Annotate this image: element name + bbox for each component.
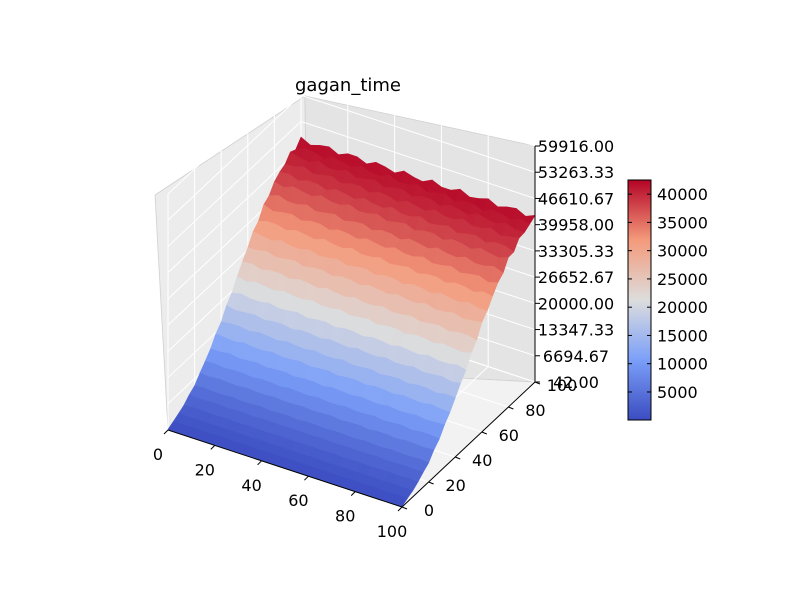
x-tick-label: 0 xyxy=(153,445,163,464)
surface-facet xyxy=(392,495,408,507)
x-tick-label: 20 xyxy=(195,460,215,479)
x-axis-ticks: 0 20 40 60 80 100 xyxy=(153,429,408,541)
y-tick-label: 80 xyxy=(525,401,545,420)
colorbar-tick-label: 10000 xyxy=(657,355,708,374)
z-gridline xyxy=(167,68,536,195)
y-tick-mark xyxy=(455,456,461,460)
z-axis-ticks: 42.00 6694.67 13347.33 20000.00 26652.67 3330… xyxy=(535,137,614,392)
x-tick-mark xyxy=(397,506,403,512)
z-tick-label: 53263.33 xyxy=(538,163,614,182)
colorbar xyxy=(627,179,652,421)
surface-plot xyxy=(167,136,536,507)
y-tick-label: 20 xyxy=(445,476,465,495)
y-tick-label: 60 xyxy=(499,426,519,445)
z-tick-label: 59916.00 xyxy=(538,137,614,156)
z-tick-label: 13347.33 xyxy=(538,321,614,340)
z-gridline xyxy=(167,120,536,247)
y-tick-label: 40 xyxy=(472,451,492,470)
x-tick-label: 100 xyxy=(377,522,408,541)
colorbar-tick-label: 35000 xyxy=(657,213,708,232)
colorbar-tick-label: 40000 xyxy=(657,185,708,204)
chart-title: gagan_time xyxy=(295,75,401,96)
x-tick-mark xyxy=(210,445,216,450)
z-tick-label: 42.00 xyxy=(553,373,599,392)
z-gridline xyxy=(167,94,536,221)
z-tick-label: 39958.00 xyxy=(538,216,614,235)
x-tick-label: 80 xyxy=(335,507,355,526)
colorbar-ticks: 5000 10000 15000 20000 25000 30000 35000 40000 xyxy=(628,185,708,402)
y-tick-mark xyxy=(428,481,434,485)
z-tick-label: 26652.67 xyxy=(538,268,614,287)
y-tick-mark xyxy=(401,506,408,510)
y-tick-label: 100 xyxy=(547,376,578,395)
y-axis-line xyxy=(401,381,536,508)
axis-lines xyxy=(167,146,536,508)
colorbar-tick-label: 25000 xyxy=(657,270,708,289)
x-tick-mark xyxy=(304,475,309,481)
x-tick-mark xyxy=(350,491,356,496)
x-tick-label: 60 xyxy=(288,491,308,510)
colorbar-tick-label: 30000 xyxy=(657,242,708,261)
z-tick-label: 20000.00 xyxy=(538,294,614,313)
x-tick-mark xyxy=(163,429,169,435)
colorbar-tick-label: 20000 xyxy=(657,298,708,317)
y-tick-mark xyxy=(481,431,487,435)
z-tick-label: 46610.67 xyxy=(538,189,614,208)
z-tick-label: 33305.33 xyxy=(538,242,614,261)
colorbar-tick-label: 5000 xyxy=(657,383,698,402)
x-axis-line xyxy=(167,429,403,508)
x-tick-label: 40 xyxy=(241,476,261,495)
y-tick-label: 0 xyxy=(424,501,434,520)
y-tick-mark xyxy=(508,406,514,410)
colorbar-tick-label: 15000 xyxy=(657,326,708,345)
z-tick-label: 6694.67 xyxy=(543,347,609,366)
x-tick-mark xyxy=(257,460,262,466)
